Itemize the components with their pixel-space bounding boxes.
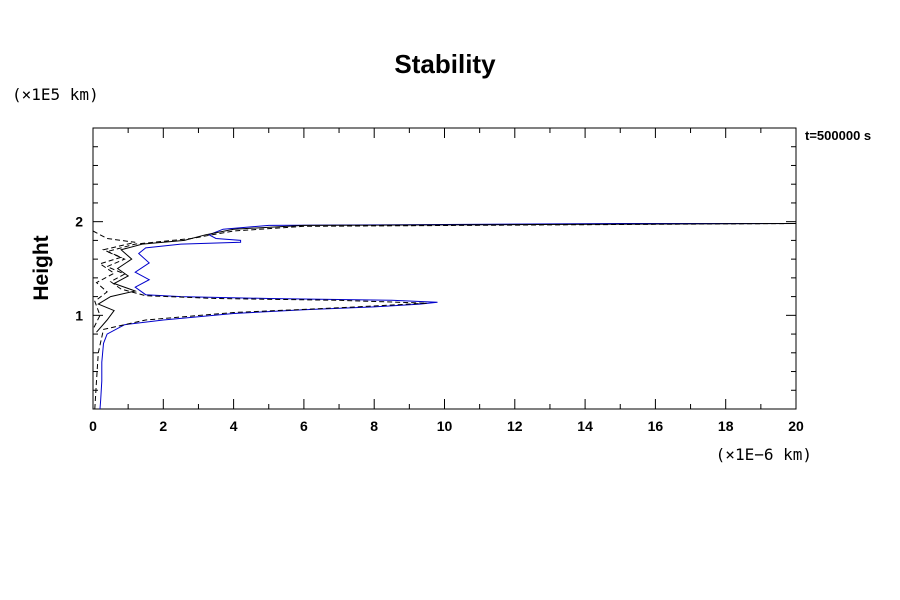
series-line-1 [99, 223, 796, 410]
x-tick-label: 4 [230, 418, 238, 434]
series-lines [92, 223, 797, 410]
x-tick-label: 14 [577, 418, 593, 434]
series-line-3 [94, 223, 797, 410]
x-tick-label: 20 [788, 418, 804, 434]
chart-title: Stability [394, 49, 496, 79]
y-tick-label: 1 [75, 307, 83, 323]
x-tick-label: 6 [300, 418, 308, 434]
y-axis-label: Height [30, 235, 53, 300]
x-tick-label: 18 [718, 418, 734, 434]
y-tick-label: 2 [75, 214, 83, 230]
series-line-4 [92, 230, 136, 330]
x-tick-label: 10 [437, 418, 453, 434]
x-tick-label: 12 [507, 418, 523, 434]
x-tick-label: 16 [648, 418, 664, 434]
x-tick-label: 2 [159, 418, 167, 434]
time-annotation: t=500000 s [805, 128, 871, 143]
y-unit-label: (×1E5 km) [12, 85, 99, 104]
x-tick-label: 0 [89, 418, 97, 434]
plot-frame [92, 127, 797, 410]
series-line-2 [96, 223, 797, 333]
x-tick-label: 8 [370, 418, 378, 434]
x-unit-label: (×1E−6 km) [716, 445, 812, 464]
